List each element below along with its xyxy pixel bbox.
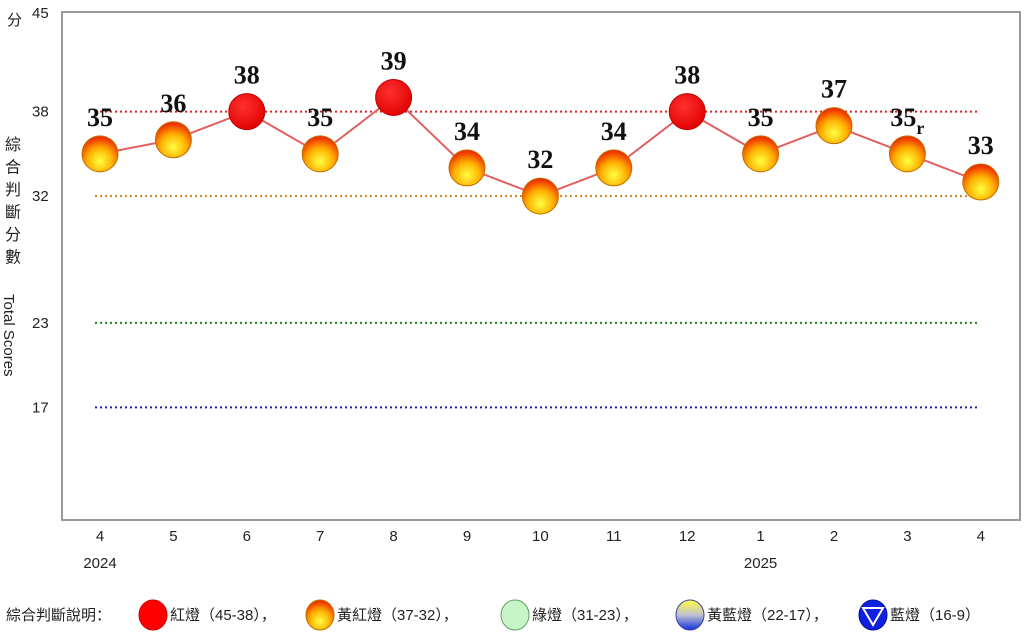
y-label-char: 數 [5, 249, 21, 267]
x-tick-label: 2 [830, 528, 838, 545]
y-label-char: 合 [5, 159, 21, 177]
y-tick-label: 23 [32, 315, 49, 332]
triangle-down-icon [861, 607, 885, 627]
data-point [742, 135, 780, 173]
data-point [962, 163, 1000, 201]
y-unit-label: 分 [7, 12, 22, 29]
data-label: 38 [234, 61, 260, 90]
data-point [228, 93, 266, 131]
y-tick-label: 38 [32, 104, 49, 121]
x-tick-label: 4 [977, 528, 985, 545]
data-label: 33 [968, 131, 994, 160]
legend-green-icon [500, 599, 530, 631]
data-point [375, 79, 413, 116]
y-label-char: 綜 [5, 136, 21, 154]
x-tick-label: 9 [463, 528, 471, 545]
y-tick-label: 17 [32, 399, 49, 416]
legend-yellow-red-icon [305, 599, 335, 631]
y-axis-label-zh: 綜合判斷分數 [5, 136, 21, 267]
data-label: 32 [527, 145, 553, 174]
y-label-char: 分 [5, 226, 21, 244]
data-label: 35 [748, 103, 774, 132]
legend-title: 綜合判斷說明： [6, 607, 111, 624]
data-point [301, 135, 339, 173]
data-label: 37 [821, 75, 847, 104]
x-tick-label: 3 [903, 528, 911, 545]
x-tick-label: 7 [316, 528, 324, 545]
x-tick-label: 12 [679, 528, 696, 545]
data-point [448, 149, 486, 187]
data-point [888, 135, 926, 173]
data-point [668, 93, 706, 131]
x-tick-label: 4 [96, 528, 104, 545]
legend-red-icon [138, 599, 168, 631]
data-point [815, 107, 853, 145]
y-axis-label-en: Total Scores [0, 294, 17, 377]
plot-frame [61, 11, 1021, 521]
legend-label: 綠燈（31-23）， [532, 607, 638, 624]
legend-label: 黃藍燈（22-17）， [707, 607, 828, 624]
y-tick-label: 45 [32, 5, 49, 22]
legend-yellow-blue-icon [675, 599, 705, 631]
y-tick-label: 32 [32, 188, 49, 205]
revised-mark: r [916, 118, 924, 138]
legend-label: 黃紅燈（37-32）， [337, 607, 458, 624]
data-label: 39 [381, 47, 407, 76]
x-tick-label: 5 [169, 528, 177, 545]
data-point [81, 135, 119, 173]
data-label: 36 [160, 89, 186, 118]
x-tick-label: 11 [606, 528, 622, 545]
data-label: 34 [601, 117, 627, 146]
x-tick-label: 10 [532, 528, 549, 545]
x-tick-label: 8 [389, 528, 397, 545]
x-tick-label: 6 [243, 528, 251, 545]
year-label: 2024 [83, 555, 116, 572]
legend-label: 紅燈（45-38）， [170, 607, 276, 624]
y-label-char: 斷 [5, 204, 21, 222]
data-label: 35 [307, 103, 333, 132]
year-label: 2025 [744, 555, 777, 572]
data-point [595, 149, 633, 187]
data-point [154, 121, 192, 159]
y-label-char: 判 [5, 181, 21, 199]
data-label: 38 [674, 61, 700, 90]
x-tick-label: 1 [756, 528, 764, 545]
data-label: 35 [87, 103, 113, 132]
data-point [521, 177, 559, 215]
legend-label: 藍燈（16-9） [890, 607, 980, 624]
data-label: 34 [454, 117, 480, 146]
